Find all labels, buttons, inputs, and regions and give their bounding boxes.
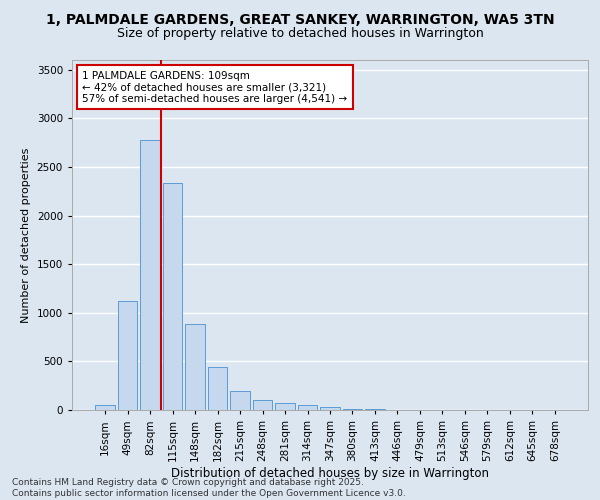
Bar xyxy=(365,409,385,410)
Bar xyxy=(343,408,362,410)
Bar xyxy=(320,407,340,410)
Bar xyxy=(208,367,227,410)
Text: Size of property relative to detached houses in Warrington: Size of property relative to detached ho… xyxy=(116,28,484,40)
Bar xyxy=(253,400,272,410)
Bar xyxy=(140,140,160,410)
Bar xyxy=(118,301,137,410)
Bar xyxy=(298,405,317,410)
Text: 1, PALMDALE GARDENS, GREAT SANKEY, WARRINGTON, WA5 3TN: 1, PALMDALE GARDENS, GREAT SANKEY, WARRI… xyxy=(46,12,554,26)
Bar xyxy=(275,403,295,410)
X-axis label: Distribution of detached houses by size in Warrington: Distribution of detached houses by size … xyxy=(171,466,489,479)
Text: 1 PALMDALE GARDENS: 109sqm
← 42% of detached houses are smaller (3,321)
57% of s: 1 PALMDALE GARDENS: 109sqm ← 42% of deta… xyxy=(82,70,347,104)
Text: Contains HM Land Registry data © Crown copyright and database right 2025.
Contai: Contains HM Land Registry data © Crown c… xyxy=(12,478,406,498)
Bar xyxy=(163,182,182,410)
Bar xyxy=(95,405,115,410)
Y-axis label: Number of detached properties: Number of detached properties xyxy=(21,148,31,322)
Bar xyxy=(185,324,205,410)
Bar xyxy=(230,390,250,410)
